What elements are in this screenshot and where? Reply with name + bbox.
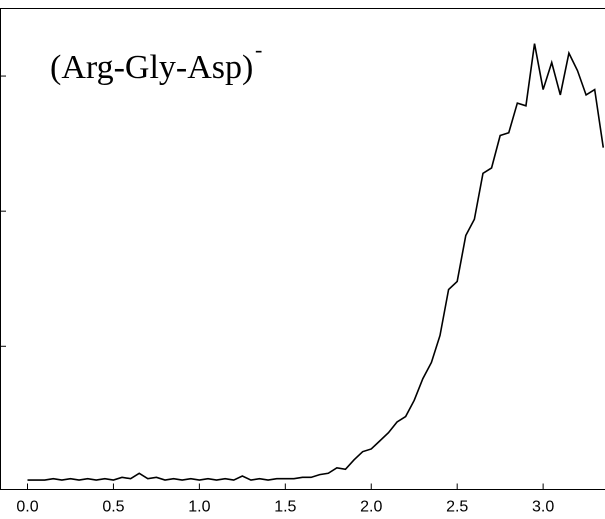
annotation: (Arg-Gly-Asp) [50, 49, 253, 86]
x-tick-label: 0.5 [102, 499, 124, 516]
x-tick-label: 3.0 [532, 499, 554, 516]
x-tick-label: 2.5 [446, 499, 468, 516]
plot-frame [0, 8, 605, 490]
x-tick-label: 0.0 [16, 499, 38, 516]
x-tick-label: 1.5 [274, 499, 296, 516]
data-line [27, 43, 605, 481]
x-tick-label: 1.0 [188, 499, 210, 516]
annotation-superscript: - [255, 37, 262, 62]
x-tick-label: 2.0 [360, 499, 382, 516]
